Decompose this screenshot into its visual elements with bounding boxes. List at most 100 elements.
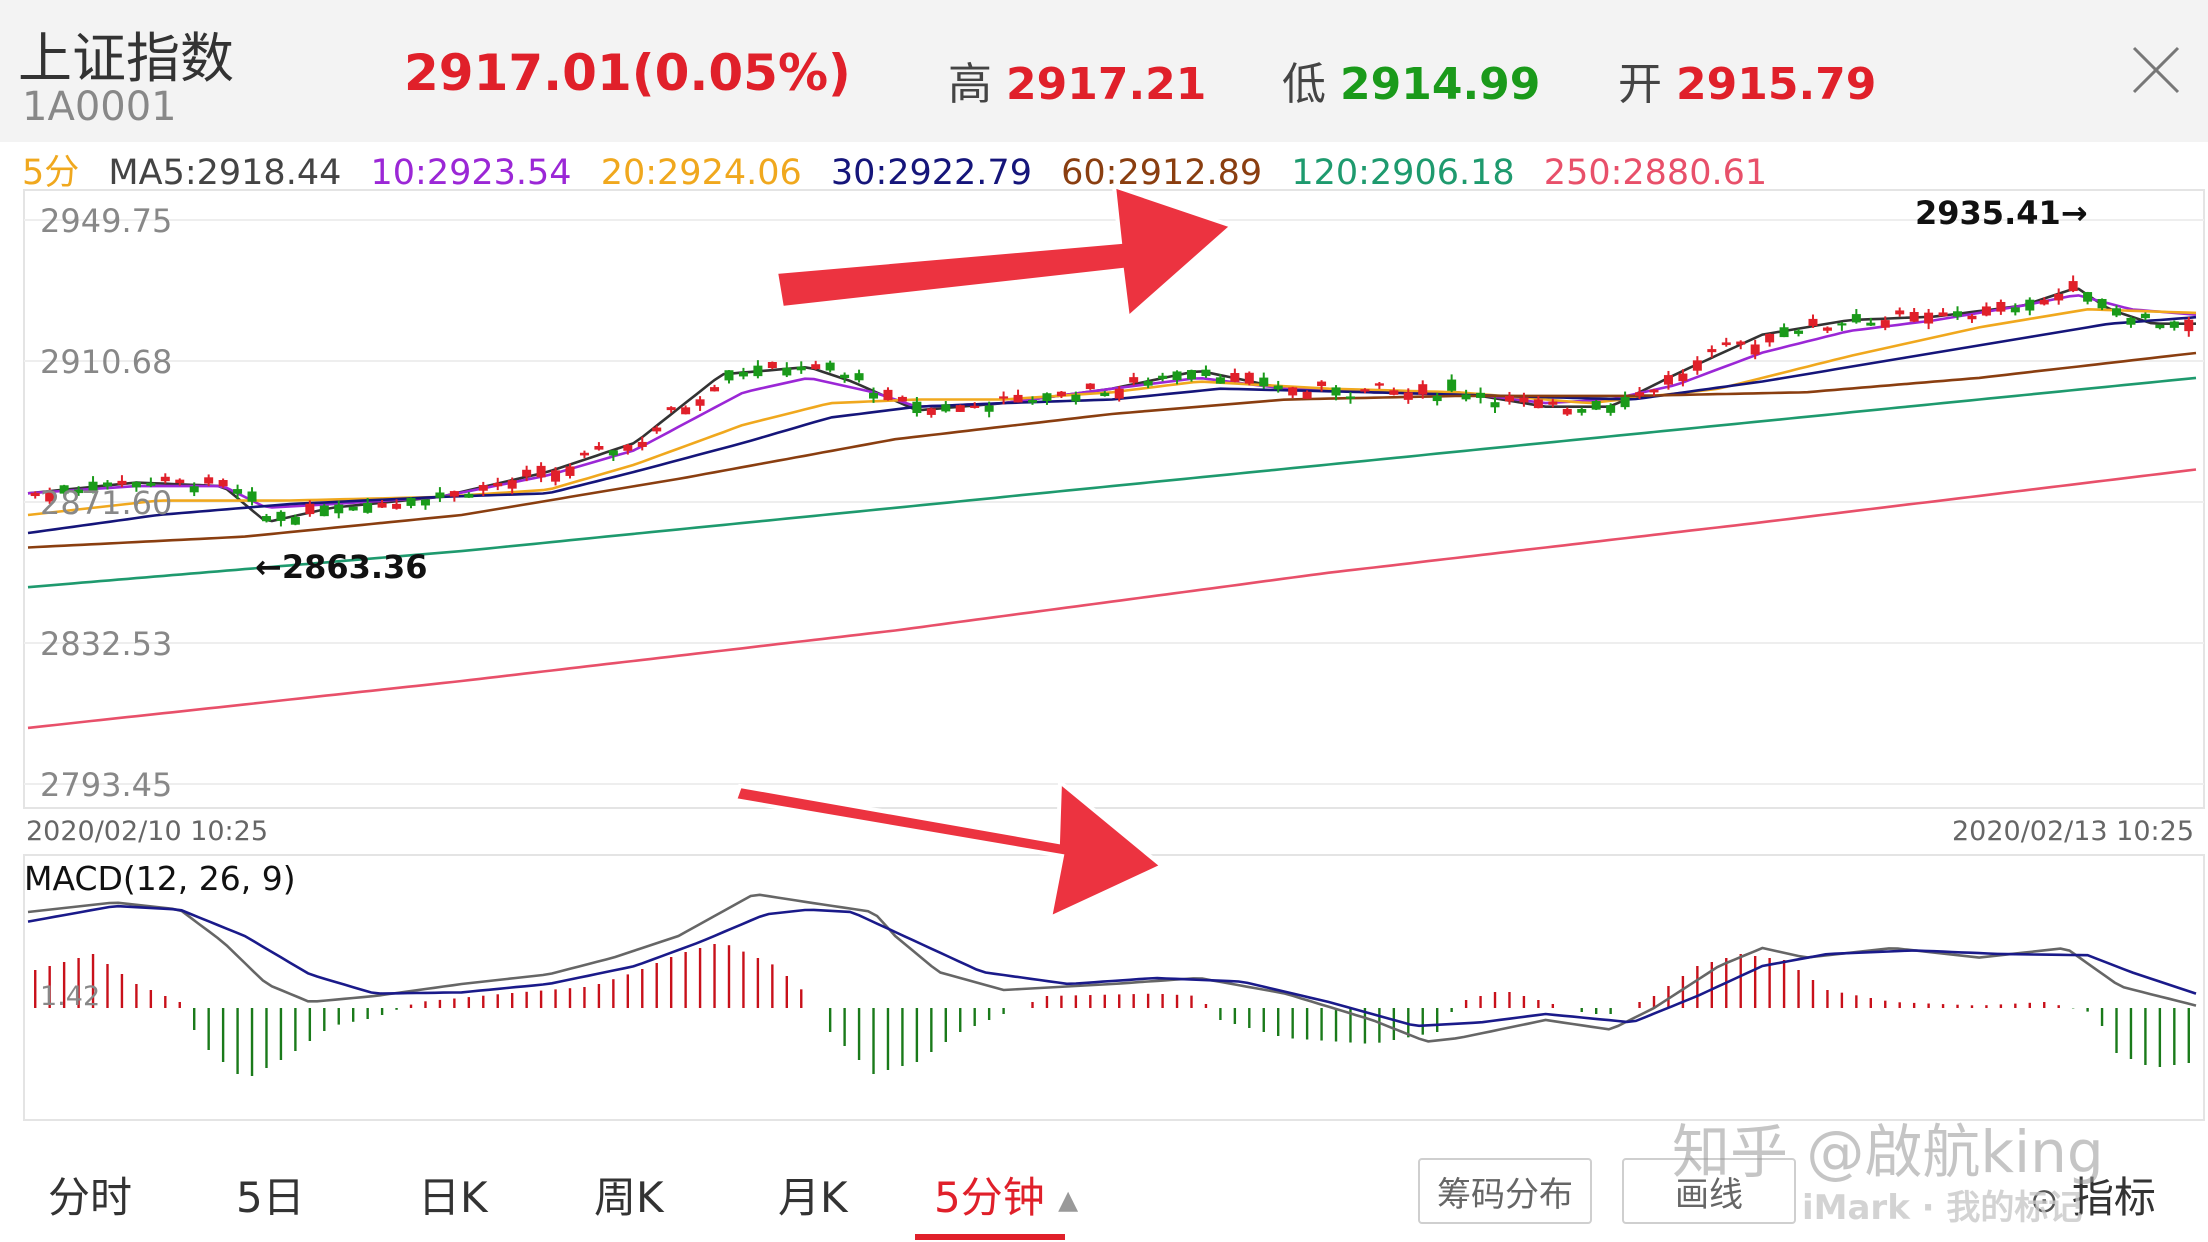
- candle-body: [1215, 377, 1225, 384]
- low-label: 低: [1282, 59, 1326, 110]
- candle-body: [811, 364, 821, 369]
- candle-body: [218, 480, 228, 487]
- open-stat: 开 2915.79: [1618, 48, 1876, 112]
- candle-body: [2112, 308, 2122, 316]
- ma-line-ma10: [27, 294, 2197, 509]
- huaxian-button[interactable]: 画线: [1622, 1158, 1796, 1224]
- y-tick-label: 2793.45: [40, 766, 172, 804]
- candle-body: [88, 481, 98, 493]
- candle-body: [2025, 299, 2035, 311]
- candle-body: [1273, 385, 1283, 390]
- macd-title: MACD(12, 26, 9): [24, 859, 296, 898]
- candle-body: [1331, 387, 1341, 396]
- candle-body: [392, 503, 402, 509]
- candle-body: [449, 491, 459, 497]
- tab-rik[interactable]: 日K: [418, 1173, 488, 1222]
- candle-body: [1548, 401, 1558, 405]
- candle-body: [926, 408, 936, 415]
- candle-body: [493, 482, 503, 487]
- candle-body: [652, 427, 662, 432]
- candle-body: [175, 479, 185, 484]
- low-annotation: ←2863.36: [255, 548, 428, 586]
- candle-body: [1996, 301, 2006, 312]
- candle-body: [796, 366, 806, 371]
- candle-body: [623, 444, 633, 451]
- candle-body: [160, 476, 170, 482]
- candle-body: [840, 374, 850, 379]
- candle-body: [59, 485, 69, 494]
- watermark-zhihu: 知乎 @啟航king: [1672, 1118, 2104, 1186]
- candle-body: [478, 485, 488, 491]
- candle-body: [1028, 399, 1038, 403]
- candle-body: [1013, 394, 1023, 403]
- arrow-bottom-shape: [732, 777, 1166, 922]
- candle-body: [825, 362, 835, 371]
- candle-body: [1403, 392, 1413, 400]
- candle-body: [1909, 311, 1919, 322]
- period-label[interactable]: 5分: [22, 153, 80, 193]
- candle-body: [724, 370, 734, 381]
- candle-body: [1114, 388, 1124, 399]
- caret-up-icon: ▲: [1058, 1185, 1079, 1216]
- close-icon[interactable]: [2128, 42, 2184, 98]
- candle-body: [1201, 369, 1211, 377]
- candle-body: [1100, 392, 1110, 397]
- y-tick-label: 2949.75: [40, 202, 172, 240]
- open-value: 2915.79: [1676, 59, 1877, 110]
- tab-5ri[interactable]: 5日: [236, 1173, 305, 1222]
- candle-body: [377, 502, 387, 508]
- candle-body: [1288, 387, 1298, 396]
- candle-body: [941, 404, 951, 412]
- candle-body: [1577, 409, 1587, 413]
- tab-fenshi[interactable]: 分时: [48, 1173, 133, 1222]
- candle-body: [1374, 383, 1384, 386]
- tab-5fenzhong[interactable]: 5分钟 ▲: [934, 1164, 1078, 1225]
- candle-body: [1317, 381, 1327, 387]
- last-price: 2917.01: [404, 44, 632, 102]
- candle-body: [1186, 370, 1196, 380]
- ma-line-ma120: [27, 376, 2197, 589]
- tab-zhouk[interactable]: 周K: [594, 1173, 664, 1222]
- candle-body: [319, 505, 329, 517]
- candle-body: [2184, 319, 2194, 332]
- candle-body: [102, 482, 112, 487]
- candle-body: [1606, 405, 1616, 413]
- candle-body: [753, 365, 763, 377]
- candle-body: [955, 405, 965, 412]
- low-value: 2914.99: [1340, 59, 1541, 110]
- y-tick-label: 2871.60: [40, 484, 172, 522]
- candle-body: [1649, 389, 1659, 393]
- tab-yuek[interactable]: 月K: [778, 1173, 848, 1222]
- candle-body: [2155, 324, 2165, 329]
- candle-body: [348, 506, 358, 511]
- candle-body: [1490, 402, 1500, 408]
- candle-body: [1345, 396, 1355, 399]
- candle-body: [883, 389, 893, 401]
- candle-body: [551, 470, 561, 482]
- candle-body: [1230, 373, 1240, 382]
- candle-body: [189, 486, 199, 493]
- chouma-button[interactable]: 筹码分布: [1418, 1158, 1592, 1224]
- candle-body: [1418, 384, 1428, 395]
- high-stat: 高 2917.21: [948, 48, 1206, 112]
- candle-body: [869, 392, 879, 399]
- candle-body: [146, 482, 156, 486]
- candle-body: [1244, 372, 1254, 384]
- candle-body: [2054, 293, 2064, 301]
- high-label: 高: [948, 59, 992, 110]
- candle-body: [1938, 312, 1948, 317]
- candles: [30, 275, 2194, 527]
- candle-body: [999, 396, 1009, 399]
- candle-body: [738, 372, 748, 377]
- candle-body: [1432, 395, 1442, 402]
- ma-line-ma250: [27, 468, 2197, 730]
- candle-body: [1765, 333, 1775, 343]
- ma30-value: 30:2922.79: [830, 153, 1032, 193]
- indicator-button[interactable]: ⊙ 指标: [2030, 1164, 2156, 1225]
- candle-body: [1042, 393, 1052, 401]
- arrow-top-shape: [773, 183, 1236, 323]
- candle-body: [261, 516, 271, 522]
- candle-body: [435, 492, 445, 498]
- watermark-imark: iMark · 我的标记: [1802, 1188, 2083, 1228]
